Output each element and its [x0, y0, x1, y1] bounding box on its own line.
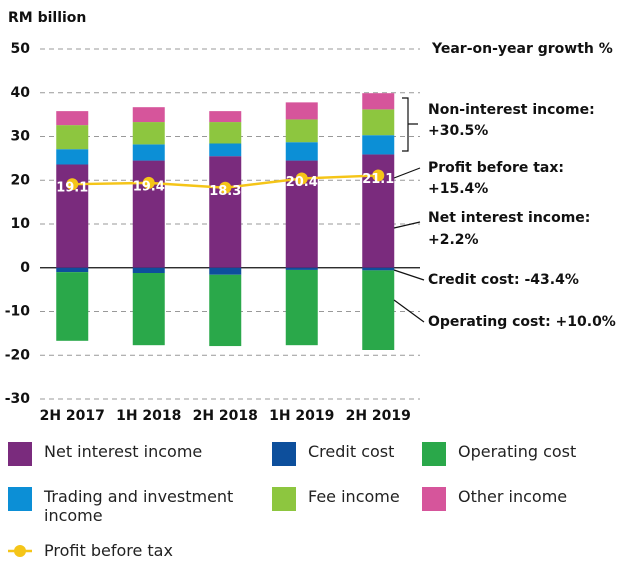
legend-item: Net interest income: [8, 442, 202, 466]
data-label: 20.4: [286, 175, 318, 190]
legend-label: Trading and investment income: [44, 487, 234, 525]
bar-segment: [285, 102, 318, 120]
bar-segment: [132, 144, 165, 161]
bar-segment: [56, 125, 89, 150]
y-tick-label: 0: [20, 260, 30, 276]
legend-swatch: [272, 442, 296, 466]
x-tick-label: 2H 2018: [193, 408, 258, 424]
legend-marker: [14, 545, 26, 557]
legend-swatch: [8, 487, 32, 511]
bar-segment: [209, 143, 242, 157]
annotation: Non-interest income:: [428, 102, 595, 118]
bar-segment: [362, 267, 395, 271]
annotation: +15.4%: [428, 181, 488, 197]
annotation: Net interest income:: [428, 210, 590, 226]
x-tick-label: 1H 2018: [116, 408, 181, 424]
legend-swatch: [272, 487, 296, 511]
bar-segment: [209, 111, 242, 123]
legend-item: Trading and investment income: [8, 487, 258, 525]
bar-segment: [56, 149, 89, 165]
bar-segment: [132, 267, 165, 273]
y-tick-label: -10: [5, 304, 31, 320]
bar-segment: [132, 107, 165, 123]
annotation: Year-on-year growth %: [431, 41, 613, 57]
data-label: 19.1: [56, 181, 88, 196]
bar-segment: [209, 274, 242, 347]
chart: RM billion -30 -20 -10 0 10 20 30 40 50 2H 2017 1H…: [5, 10, 616, 424]
bar-segment: [285, 269, 318, 346]
connector: [393, 269, 425, 281]
bar-segment: [132, 122, 165, 145]
legend-swatch: [8, 442, 32, 466]
line-point: [295, 172, 308, 185]
connector: [393, 299, 425, 323]
connectors: [393, 97, 425, 323]
legend-label: Other income: [458, 487, 568, 506]
y-tick-label: 20: [11, 172, 31, 188]
annotation: Profit before tax:: [428, 160, 564, 176]
annotation: Operating cost: +10.0%: [428, 314, 616, 330]
legend-swatch: [422, 442, 446, 466]
legend-item: Operating cost: [422, 442, 576, 466]
bar-segment: [285, 142, 318, 161]
annotation: Credit cost: -43.4%: [428, 272, 579, 288]
bar-segment: [285, 267, 318, 270]
legend-label: Credit cost: [308, 442, 395, 461]
data-label: 18.3: [209, 184, 241, 199]
legend-label: Net interest income: [44, 442, 203, 461]
bar-segment: [132, 160, 165, 268]
y-tick-label: 50: [11, 41, 31, 57]
bar-segment: [56, 267, 89, 273]
annotation: +30.5%: [428, 123, 488, 139]
x-tick-label: 1H 2019: [269, 408, 334, 424]
bar-segment: [209, 156, 242, 268]
connector: [393, 221, 421, 229]
y-tick-label: -20: [5, 347, 31, 363]
bar-segment: [362, 270, 395, 350]
bar-segment: [132, 273, 165, 346]
y-tick-label: 30: [11, 129, 31, 145]
bar-segment: [362, 109, 395, 136]
bar-segment: [56, 272, 89, 341]
line-point: [142, 176, 155, 189]
legend-item: Fee income: [272, 487, 400, 511]
y-axis-label: RM billion: [8, 10, 86, 26]
x-tick-label: 2H 2019: [346, 408, 411, 424]
x-tick-label: 2H 2017: [40, 408, 105, 424]
legend-swatch: [8, 545, 32, 557]
bar-segment: [285, 119, 318, 143]
line-point: [219, 181, 232, 194]
connector: [393, 167, 421, 179]
data-label: 19.4: [133, 179, 165, 194]
bracket: [402, 97, 418, 152]
legend-swatch: [422, 487, 446, 511]
bar-segment: [209, 267, 242, 275]
line-point: [372, 169, 385, 182]
data-label: 21.1: [362, 172, 394, 187]
bar-segment: [362, 135, 395, 155]
y-tick-label: 10: [11, 216, 31, 232]
legend-label: Profit before tax: [44, 541, 173, 560]
line-point: [66, 178, 79, 191]
legend-item: Other income: [422, 487, 567, 511]
annotation: +2.2%: [428, 232, 479, 248]
legend-item: Credit cost: [272, 442, 394, 466]
legend-label: Fee income: [308, 487, 400, 506]
bar-segment: [56, 111, 89, 126]
legend-label: Operating cost: [458, 442, 577, 461]
y-tick-label: 40: [11, 85, 31, 101]
bar-segment: [209, 122, 242, 144]
bar-segment: [362, 93, 395, 110]
legend-item: Profit before tax: [8, 541, 173, 561]
y-tick-label: -30: [5, 391, 31, 407]
